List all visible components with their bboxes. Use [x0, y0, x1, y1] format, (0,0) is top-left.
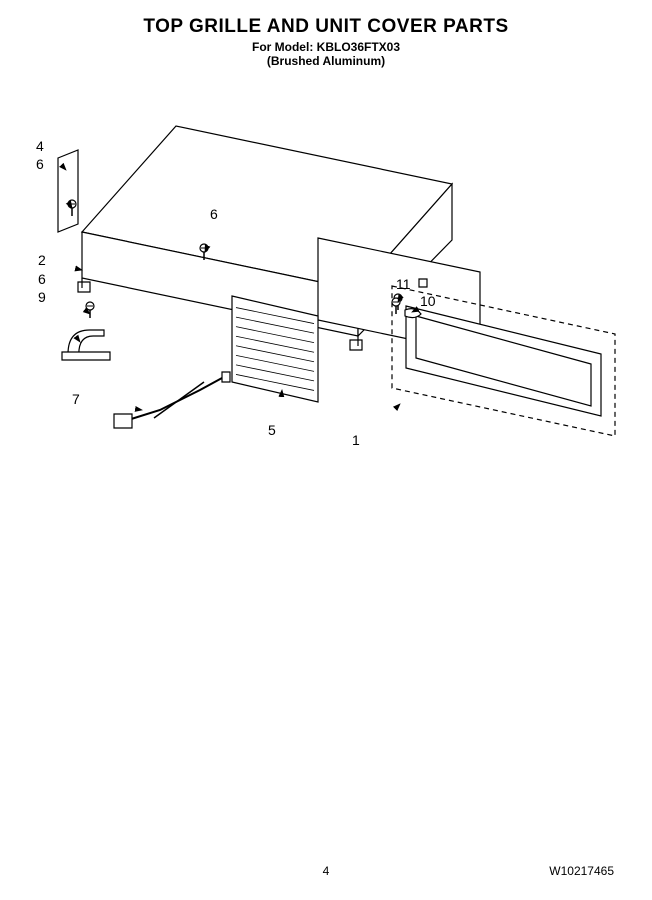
- callout-5: 5: [268, 422, 276, 438]
- page-number: 4: [323, 864, 330, 878]
- callout-2: 2: [38, 252, 46, 268]
- callout-1: 1: [352, 432, 360, 448]
- callout-6b: 6: [210, 206, 218, 222]
- callout-4: 4: [36, 138, 44, 154]
- callout-11: 11: [396, 276, 411, 292]
- exploded-diagram: [0, 0, 652, 900]
- callout-7: 7: [72, 391, 80, 407]
- callout-10: 10: [420, 293, 436, 309]
- callout-6c: 6: [38, 271, 46, 287]
- callout-9: 9: [38, 289, 46, 305]
- callout-6: 6: [36, 156, 44, 172]
- document-number: W10217465: [549, 864, 614, 878]
